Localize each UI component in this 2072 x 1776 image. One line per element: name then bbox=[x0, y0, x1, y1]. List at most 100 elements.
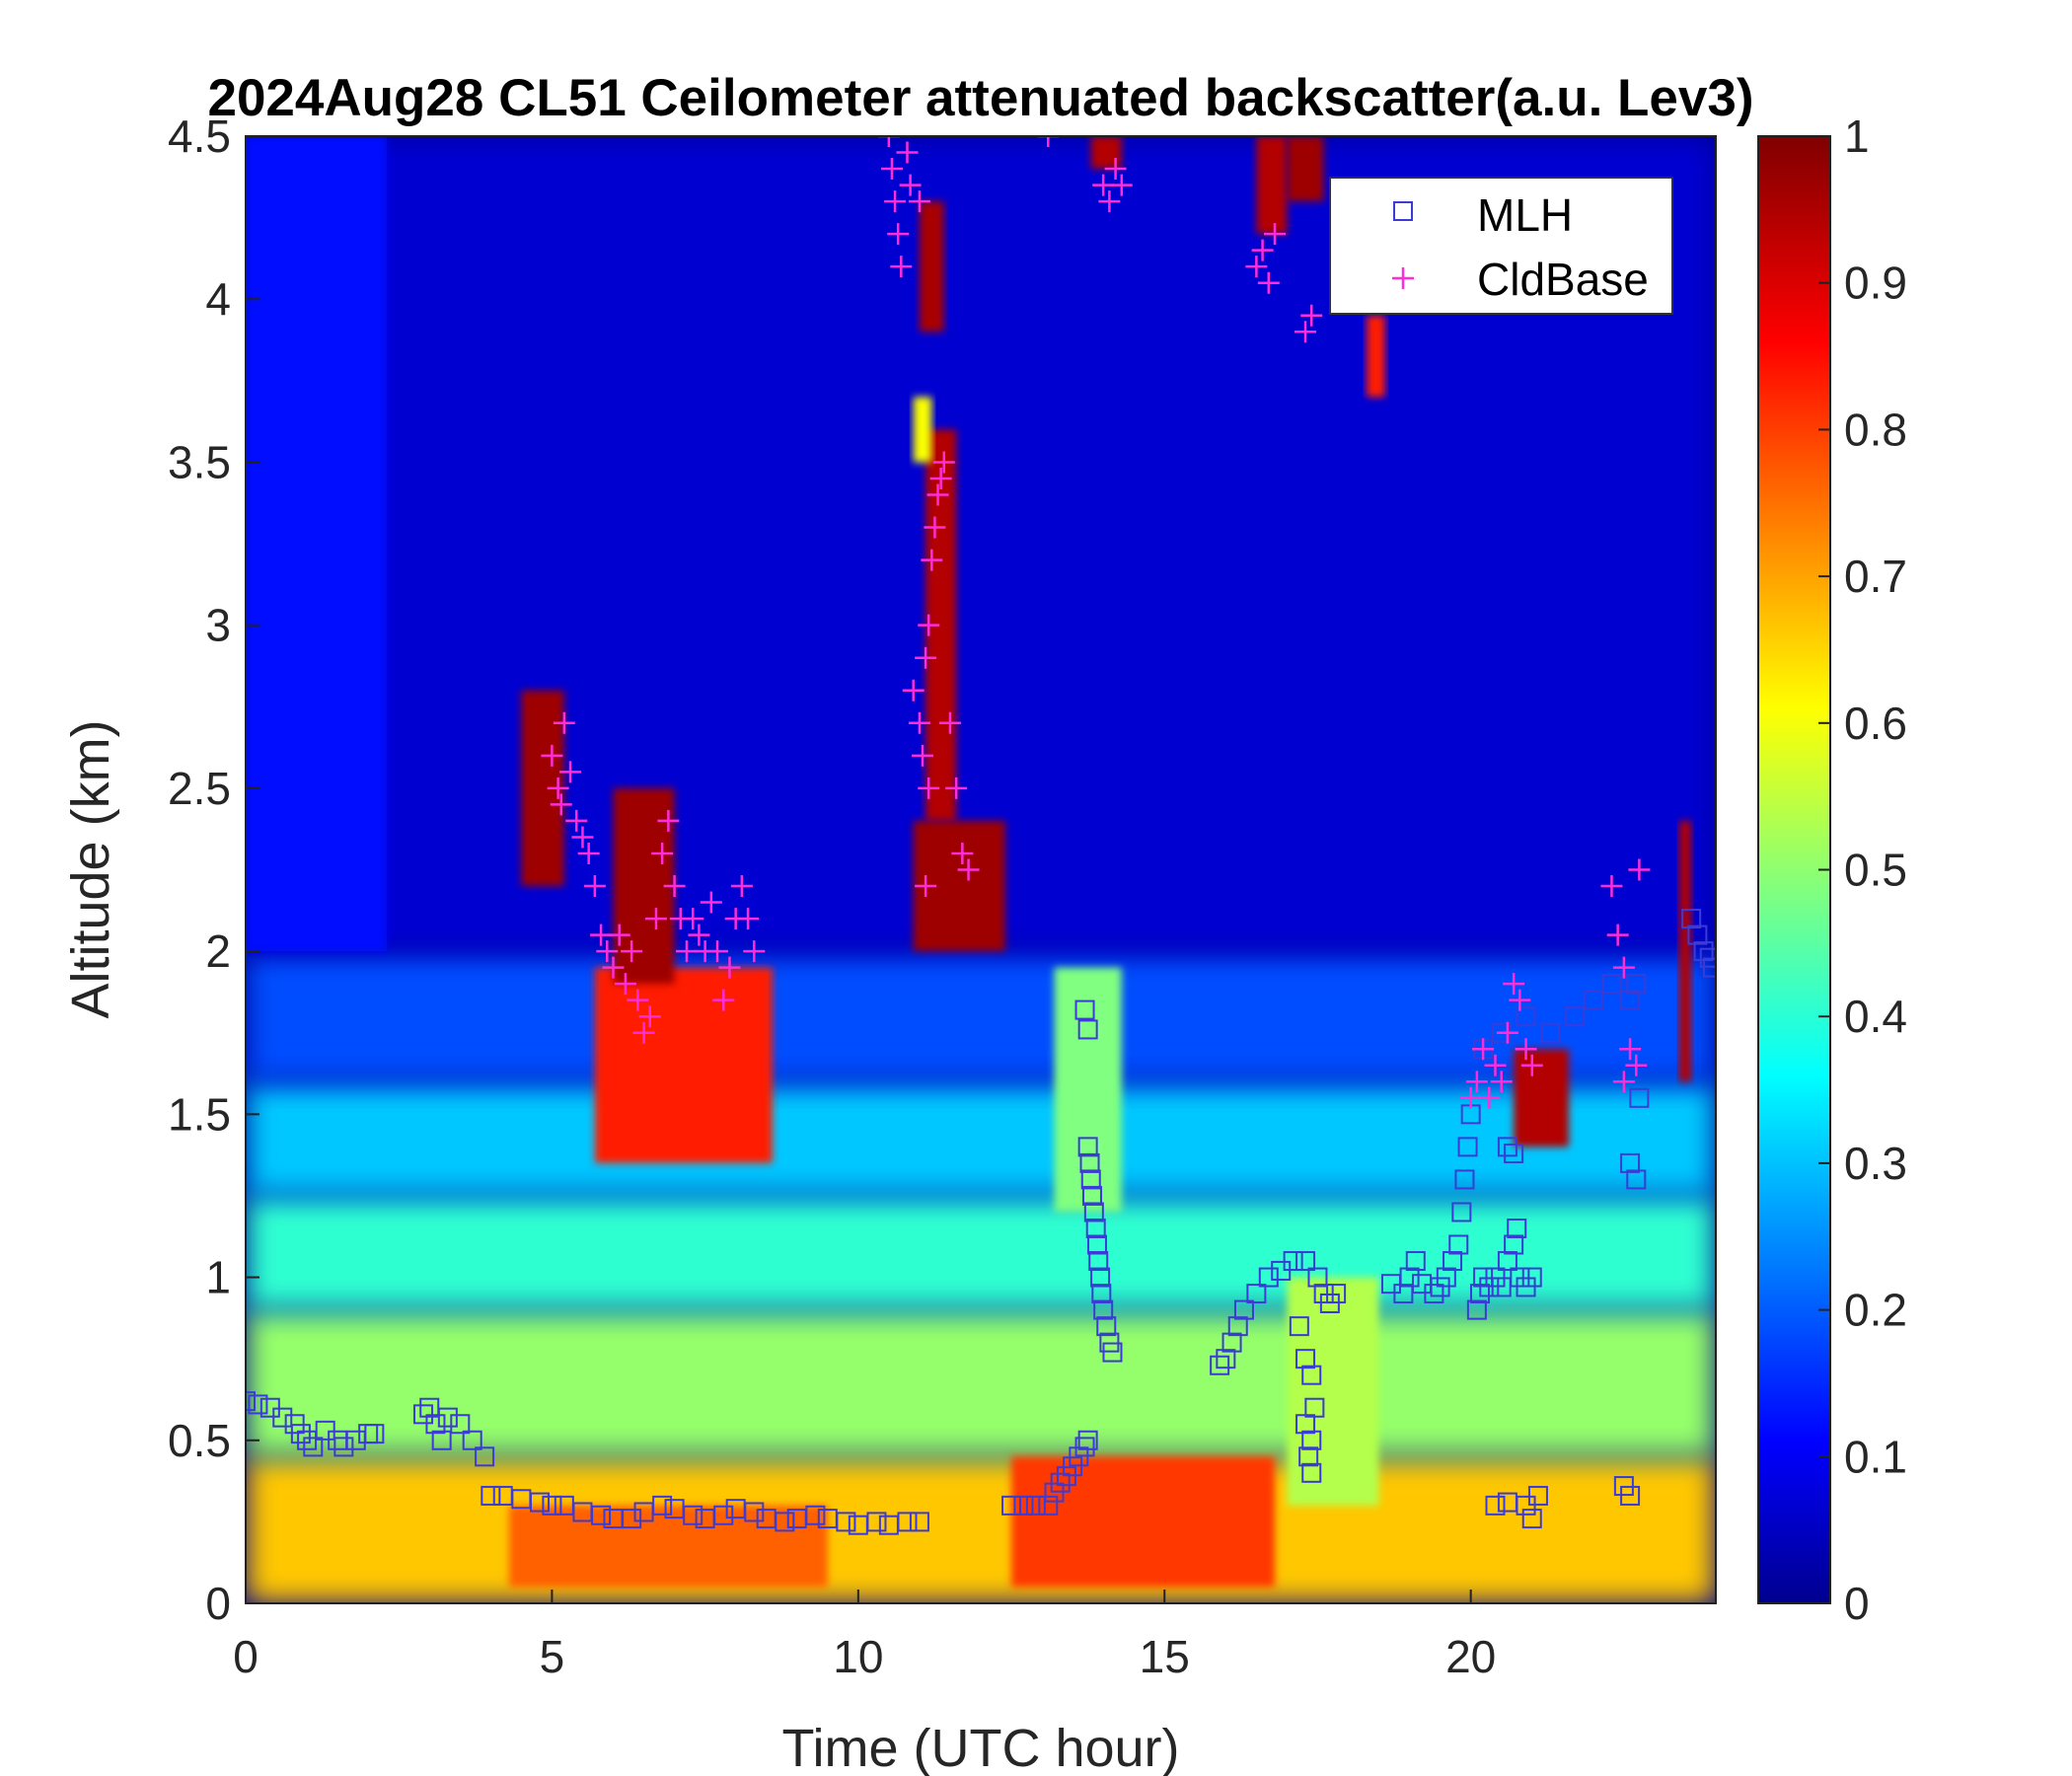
mlh-point bbox=[866, 1512, 887, 1532]
backscatter-cell bbox=[246, 1195, 1716, 1310]
backscatter-cell bbox=[1678, 820, 1692, 1082]
legend-cldbase-swatch bbox=[1392, 267, 1414, 289]
legend-mlh-label: MLH bbox=[1477, 189, 1573, 241]
mlh-point bbox=[290, 1424, 311, 1444]
y-tick-label: 0.5 bbox=[168, 1415, 231, 1466]
cldbase-point bbox=[1257, 271, 1280, 294]
cldbase-point bbox=[1612, 956, 1635, 979]
cldbase-point bbox=[1264, 223, 1286, 246]
mlh-point bbox=[1626, 1169, 1647, 1190]
mlh-point bbox=[1079, 1152, 1100, 1173]
cldbase-point bbox=[547, 777, 569, 799]
y-tick-label: 4.5 bbox=[168, 111, 231, 162]
mlh-point bbox=[1077, 1430, 1098, 1450]
colorbar-tick-label: 0.3 bbox=[1844, 1138, 1907, 1189]
colorbar-tick-label: 0.6 bbox=[1844, 698, 1907, 749]
cldbase-point bbox=[565, 809, 588, 832]
cldbase-point bbox=[957, 858, 980, 881]
mlh-point bbox=[1077, 1137, 1098, 1157]
y-axis: 0 0.5 1 1.5 2 2.5 3 3.5 4 4.5 bbox=[168, 111, 259, 1629]
mlh-point bbox=[1301, 1365, 1322, 1385]
cldbase-point bbox=[951, 842, 974, 864]
cldbase-point bbox=[596, 940, 619, 963]
mlh-point bbox=[462, 1430, 482, 1450]
cldbase-point bbox=[651, 842, 674, 864]
mlh-point bbox=[1295, 1349, 1316, 1369]
backscatter-cell bbox=[1256, 136, 1288, 235]
cldbase-point bbox=[632, 1021, 655, 1044]
mlh-point bbox=[683, 1505, 703, 1525]
mlh-point bbox=[1038, 1495, 1059, 1516]
cldbase-point bbox=[590, 924, 613, 946]
cldbase-point bbox=[1600, 875, 1623, 898]
x-axis: 0 5 10 15 20 bbox=[233, 1590, 1496, 1682]
mlh-point bbox=[1301, 1462, 1322, 1483]
mlh-point bbox=[897, 1512, 918, 1532]
backscatter-cell bbox=[246, 1309, 1716, 1457]
mlh-point bbox=[1086, 1234, 1107, 1255]
mlh-point bbox=[1424, 1284, 1444, 1304]
backscatter-cell bbox=[246, 136, 387, 952]
colorbar-tick-label: 0.5 bbox=[1844, 845, 1907, 896]
mlh-point bbox=[1507, 1218, 1527, 1238]
mlh-point bbox=[1050, 1472, 1071, 1493]
cldbase-point bbox=[682, 908, 704, 930]
cldbase-point bbox=[621, 940, 643, 963]
mlh-point bbox=[1080, 1169, 1101, 1190]
x-tick-label: 0 bbox=[233, 1631, 259, 1682]
cldbase-point bbox=[644, 908, 667, 930]
mlh-point bbox=[836, 1512, 856, 1532]
mlh-point bbox=[431, 1430, 452, 1450]
mlh-point bbox=[713, 1505, 734, 1525]
cldbase-point bbox=[737, 908, 760, 930]
mlh-point bbox=[1702, 957, 1716, 978]
y-tick-label: 0 bbox=[205, 1578, 231, 1629]
mlh-point bbox=[591, 1505, 612, 1525]
mlh-point bbox=[364, 1424, 385, 1444]
plot-area bbox=[245, 135, 1717, 1604]
mlh-point bbox=[652, 1495, 673, 1516]
mlh-point bbox=[1001, 1495, 1022, 1516]
cldbase-point bbox=[945, 777, 968, 799]
cldbase-point bbox=[1625, 1054, 1648, 1076]
mlh-point bbox=[1405, 1251, 1426, 1272]
mlh-point bbox=[1304, 1397, 1325, 1418]
cldbase-point bbox=[1092, 174, 1115, 196]
cldbase-point bbox=[1472, 1038, 1495, 1061]
y-tick-label: 2 bbox=[205, 925, 231, 977]
cldbase-point bbox=[1110, 174, 1133, 196]
cldbase-point bbox=[1459, 1086, 1482, 1109]
mlh-point bbox=[530, 1492, 550, 1513]
cldbase-point bbox=[700, 891, 722, 914]
cldbase-point bbox=[1478, 1086, 1501, 1109]
x-tick-label: 10 bbox=[833, 1631, 883, 1682]
mlh-point bbox=[1081, 1185, 1102, 1206]
cldbase-point bbox=[912, 744, 934, 767]
backscatter-cell bbox=[1054, 967, 1122, 1213]
backscatter-cell bbox=[1287, 136, 1324, 202]
mlh-point bbox=[1565, 1006, 1586, 1027]
backscatter-cell bbox=[246, 951, 1716, 1082]
mlh-point bbox=[1221, 1332, 1242, 1353]
cldbase-point bbox=[1465, 1071, 1488, 1093]
mlh-point bbox=[1497, 1251, 1517, 1272]
cldbase-point bbox=[1619, 1038, 1642, 1061]
y-tick-label: 2.5 bbox=[168, 763, 231, 814]
cldbase-point bbox=[577, 842, 600, 864]
cldbase-point bbox=[1520, 1054, 1543, 1076]
cldbase-point bbox=[657, 809, 680, 832]
y-tick-label: 3 bbox=[205, 600, 231, 651]
mlh-point bbox=[1096, 1316, 1117, 1337]
backscatter-heatmap bbox=[246, 136, 1716, 1603]
cldbase-point bbox=[1628, 858, 1651, 881]
x-axis-label: Time (UTC hour) bbox=[781, 1719, 1179, 1776]
cldbase-point bbox=[908, 190, 930, 213]
cldbase-point bbox=[676, 940, 698, 963]
mlh-point bbox=[1102, 1342, 1123, 1363]
mlh-point bbox=[1497, 1137, 1517, 1157]
mlh-point bbox=[1620, 990, 1641, 1010]
cldbase-point bbox=[915, 875, 937, 898]
backscatter-cell bbox=[1514, 1049, 1569, 1147]
cldbase-point bbox=[730, 875, 753, 898]
